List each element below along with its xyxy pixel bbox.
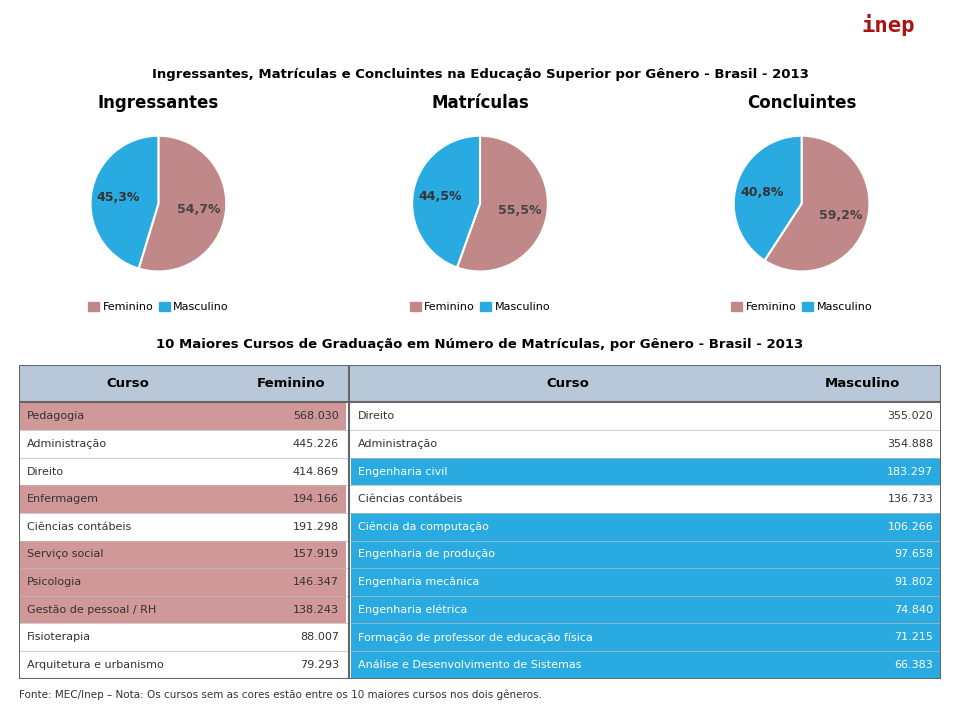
Bar xyxy=(351,541,941,568)
Bar xyxy=(19,430,347,457)
Text: Fonte: MEC/Inep – Nota: Os cursos sem as cores estão entre os 10 maiores cursos : Fonte: MEC/Inep – Nota: Os cursos sem as… xyxy=(19,689,542,700)
Text: 54,7%: 54,7% xyxy=(177,203,221,216)
Bar xyxy=(351,402,941,430)
Bar xyxy=(19,596,347,624)
Wedge shape xyxy=(412,136,480,267)
Bar xyxy=(19,485,347,513)
Text: 414.869: 414.869 xyxy=(293,467,339,477)
Wedge shape xyxy=(90,136,158,269)
Text: 55,5%: 55,5% xyxy=(498,204,541,217)
Wedge shape xyxy=(764,136,870,271)
Text: 136.733: 136.733 xyxy=(888,494,933,504)
Wedge shape xyxy=(733,136,802,260)
Text: 194.166: 194.166 xyxy=(293,494,339,504)
Bar xyxy=(351,485,941,513)
Legend: Feminino, Masculino: Feminino, Masculino xyxy=(727,298,876,317)
Bar xyxy=(351,457,941,485)
Text: 44,5%: 44,5% xyxy=(419,190,462,203)
Text: 74.840: 74.840 xyxy=(895,604,933,614)
Legend: Feminino, Masculino: Feminino, Masculino xyxy=(84,298,233,317)
Wedge shape xyxy=(457,136,548,271)
Text: Administração: Administração xyxy=(27,439,107,449)
Text: 568.030: 568.030 xyxy=(293,411,339,421)
Text: Pedagogia: Pedagogia xyxy=(27,411,84,421)
Text: Curso: Curso xyxy=(546,377,589,390)
Text: 355.020: 355.020 xyxy=(888,411,933,421)
Text: Administração: Administração xyxy=(358,439,439,449)
Bar xyxy=(19,402,347,430)
Text: Ciências contábeis: Ciências contábeis xyxy=(358,494,463,504)
Text: 10 Maiores Cursos de Graduação em Número de Matrículas, por Gênero - Brasil - 20: 10 Maiores Cursos de Graduação em Número… xyxy=(156,338,804,351)
Text: 138.243: 138.243 xyxy=(293,604,339,614)
Title: Matrículas: Matrículas xyxy=(431,93,529,112)
Text: 79.293: 79.293 xyxy=(300,660,339,670)
Text: Ciências contábeis: Ciências contábeis xyxy=(27,522,131,532)
Text: 66.383: 66.383 xyxy=(895,660,933,670)
Text: 146.347: 146.347 xyxy=(293,577,339,587)
Text: Engenharia de produção: Engenharia de produção xyxy=(358,549,495,559)
Text: 445.226: 445.226 xyxy=(293,439,339,449)
Title: Concluintes: Concluintes xyxy=(747,93,856,112)
Bar xyxy=(19,513,347,541)
Bar xyxy=(351,651,941,679)
Text: Engenharia elétrica: Engenharia elétrica xyxy=(358,604,468,615)
Text: 91.802: 91.802 xyxy=(895,577,933,587)
Text: 157.919: 157.919 xyxy=(293,549,339,559)
Text: 59,2%: 59,2% xyxy=(819,209,862,222)
Text: 183.297: 183.297 xyxy=(887,467,933,477)
Title: Ingressantes: Ingressantes xyxy=(98,93,219,112)
Text: 40,8%: 40,8% xyxy=(741,185,784,199)
Text: Resultados do Censo da Educação Superior 2013: Resultados do Censo da Educação Superior… xyxy=(12,17,468,35)
Text: 71.215: 71.215 xyxy=(895,632,933,642)
Bar xyxy=(19,365,941,402)
Text: Engenharia civil: Engenharia civil xyxy=(358,467,448,477)
Text: Arquitetura e urbanismo: Arquitetura e urbanismo xyxy=(27,660,163,670)
Text: Engenharia mecânica: Engenharia mecânica xyxy=(358,577,480,588)
Text: Ingressantes, Matrículas e Concluintes na Educação Superior por Gênero - Brasil : Ingressantes, Matrículas e Concluintes n… xyxy=(152,68,808,81)
Text: Análise e Desenvolvimento de Sistemas: Análise e Desenvolvimento de Sistemas xyxy=(358,660,582,670)
Text: Direito: Direito xyxy=(358,411,396,421)
Bar xyxy=(351,596,941,624)
Bar xyxy=(19,651,347,679)
Text: Enfermagem: Enfermagem xyxy=(27,494,99,504)
Text: 191.298: 191.298 xyxy=(293,522,339,532)
Text: 354.888: 354.888 xyxy=(887,439,933,449)
Text: Feminino: Feminino xyxy=(256,377,325,390)
Text: 106.266: 106.266 xyxy=(888,522,933,532)
Wedge shape xyxy=(138,136,227,271)
Text: inep: inep xyxy=(861,13,915,36)
Text: 88.007: 88.007 xyxy=(300,632,339,642)
Bar xyxy=(19,624,347,651)
Text: Ciência da computação: Ciência da computação xyxy=(358,522,490,532)
Text: 45,3%: 45,3% xyxy=(96,191,140,204)
Bar xyxy=(351,513,941,541)
Text: Direito: Direito xyxy=(27,467,63,477)
Text: 97.658: 97.658 xyxy=(895,549,933,559)
Text: Masculino: Masculino xyxy=(825,377,900,390)
Bar xyxy=(351,624,941,651)
Legend: Feminino, Masculino: Feminino, Masculino xyxy=(405,298,555,317)
Text: Fisioterapia: Fisioterapia xyxy=(27,632,90,642)
Text: Psicologia: Psicologia xyxy=(27,577,82,587)
Text: Curso: Curso xyxy=(106,377,149,390)
Bar xyxy=(19,541,347,568)
Bar xyxy=(19,457,347,485)
Text: Gestão de pessoal / RH: Gestão de pessoal / RH xyxy=(27,604,156,614)
Bar xyxy=(351,430,941,457)
Text: Serviço social: Serviço social xyxy=(27,549,103,559)
Bar xyxy=(351,568,941,596)
Text: Formação de professor de educação física: Formação de professor de educação física xyxy=(358,632,593,643)
Bar xyxy=(19,568,347,596)
